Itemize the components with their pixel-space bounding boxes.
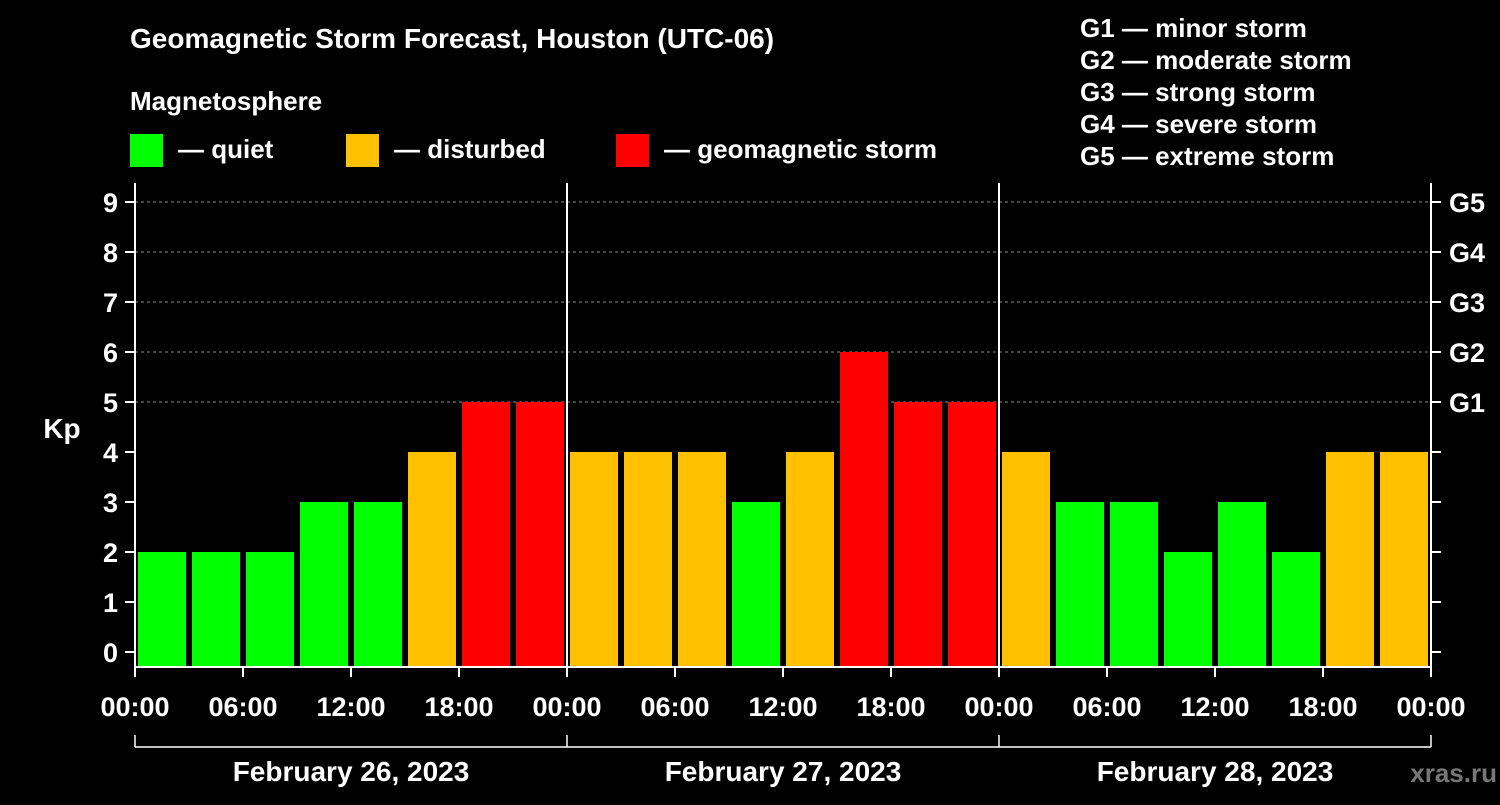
x-tick-label-0: 00:00: [100, 692, 169, 722]
kp-bar-14: [894, 402, 942, 667]
kp-bar-8: [570, 452, 618, 667]
kp-bar-3: [300, 502, 348, 667]
x-tick-label-10: 12:00: [1180, 692, 1249, 722]
kp-bar-6: [462, 402, 510, 667]
legend-label-storm: — geomagnetic storm: [664, 134, 937, 164]
chart-title: Geomagnetic Storm Forecast, Houston (UTC…: [130, 23, 774, 54]
kp-bar-23: [1380, 452, 1428, 667]
storm-scale-g5: G5 — extreme storm: [1080, 141, 1334, 171]
kp-bar-2: [246, 552, 294, 667]
x-tick-label-1: 06:00: [208, 692, 277, 722]
plot-area: 0 1 2 3 4 5 6 7 8 9 G1 G2 G3 G4 G5 00:00 06:00 12:00 18:00…: [100, 183, 1485, 787]
kp-bar-15: [948, 402, 996, 667]
legend-label-disturbed: — disturbed: [394, 134, 546, 164]
kp-bar-19: [1164, 552, 1212, 667]
x-tick-label-7: 18:00: [856, 692, 925, 722]
y-tick-label-0: 0: [103, 638, 118, 668]
x-tick-label-6: 12:00: [748, 692, 817, 722]
kp-bar-21: [1272, 552, 1320, 667]
x-tick-label-12: 00:00: [1396, 692, 1465, 722]
y-axis-label: Kp: [43, 413, 80, 444]
kp-bar-4: [354, 502, 402, 667]
x-tick-label-3: 18:00: [424, 692, 493, 722]
y-tick-label-2: 2: [103, 538, 118, 568]
kp-bar-13: [840, 352, 888, 667]
kp-bar-10: [678, 452, 726, 667]
y-tick-label-7: 7: [103, 288, 118, 318]
y-tick-label-9: 9: [103, 188, 118, 218]
kp-bar-9: [624, 452, 672, 667]
kp-bar-1: [192, 552, 240, 667]
kp-bar-20: [1218, 502, 1266, 667]
kp-bar-16: [1002, 452, 1050, 667]
x-tick-label-4: 00:00: [532, 692, 601, 722]
y-tick-label-1: 1: [103, 588, 118, 618]
kp-bar-22: [1326, 452, 1374, 667]
day-label-1: February 27, 2023: [665, 756, 902, 787]
kp-bar-11: [732, 502, 780, 667]
legend-swatch-storm: [616, 134, 649, 167]
x-tick-label-5: 06:00: [640, 692, 709, 722]
kp-bar-5: [408, 452, 456, 667]
right-tick-label-g3: G3: [1449, 288, 1485, 318]
x-tick-label-2: 12:00: [316, 692, 385, 722]
right-tick-label-g1: G1: [1449, 388, 1485, 418]
y-tick-label-6: 6: [103, 338, 118, 368]
x-tick-label-11: 18:00: [1288, 692, 1357, 722]
legend-label-quiet: — quiet: [178, 134, 274, 164]
kp-bar-12: [786, 452, 834, 667]
storm-scale-g1: G1 — minor storm: [1080, 13, 1307, 43]
kp-bar-18: [1110, 502, 1158, 667]
storm-scale-g2: G2 — moderate storm: [1080, 45, 1352, 75]
right-tick-label-g5: G5: [1449, 188, 1485, 218]
watermark: xras.ru: [1410, 758, 1497, 788]
x-tick-label-9: 06:00: [1072, 692, 1141, 722]
y-tick-label-4: 4: [103, 438, 118, 468]
legend-heading: Magnetosphere: [130, 86, 322, 116]
day-label-2: February 28, 2023: [1097, 756, 1334, 787]
legend-swatch-disturbed: [346, 134, 379, 167]
storm-scale-g3: G3 — strong storm: [1080, 77, 1315, 107]
kp-bar-7: [516, 402, 564, 667]
right-tick-label-g2: G2: [1449, 338, 1485, 368]
y-tick-label-5: 5: [103, 388, 118, 418]
y-tick-label-8: 8: [103, 238, 118, 268]
day-label-0: February 26, 2023: [233, 756, 470, 787]
x-tick-label-8: 00:00: [964, 692, 1033, 722]
storm-scale-g4: G4 — severe storm: [1080, 109, 1317, 139]
y-tick-label-3: 3: [103, 488, 118, 518]
right-tick-label-g4: G4: [1449, 238, 1485, 268]
legend-swatch-quiet: [130, 134, 163, 167]
kp-bar-17: [1056, 502, 1104, 667]
kp-bar-0: [138, 552, 186, 667]
